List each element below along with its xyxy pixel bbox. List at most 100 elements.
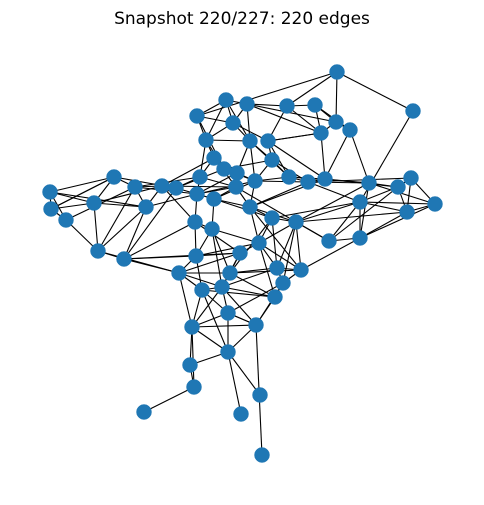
- graph-edge: [201, 289, 229, 353]
- graph-node: [206, 191, 222, 207]
- graph-edge: [249, 206, 302, 271]
- graph-edge: [191, 324, 257, 328]
- graph-node: [228, 179, 244, 195]
- graph-edge: [359, 211, 408, 239]
- graph-node: [254, 447, 270, 463]
- graph-edge: [211, 228, 223, 288]
- graph-node: [328, 114, 344, 130]
- graph-node: [184, 319, 200, 335]
- graph-node: [321, 233, 337, 249]
- graph-node: [390, 179, 406, 195]
- graph-node: [279, 98, 295, 114]
- graph-edge: [143, 386, 195, 413]
- graph-edge: [191, 326, 195, 388]
- graph-edge: [97, 186, 136, 252]
- graph-edge: [235, 186, 297, 223]
- graph-node: [198, 132, 214, 148]
- graph-nodes: [42, 64, 443, 463]
- graph-node: [187, 214, 203, 230]
- graph-node: [251, 235, 267, 251]
- graph-edge: [97, 206, 147, 252]
- graph-node: [86, 195, 102, 211]
- graph-edge: [50, 176, 115, 210]
- graph-node: [242, 199, 258, 215]
- graph-edge: [145, 193, 198, 208]
- graph-node: [42, 184, 58, 200]
- graph-edge: [229, 272, 276, 298]
- graph-edge: [255, 282, 284, 326]
- graph-node: [267, 289, 283, 305]
- graph-edge: [221, 286, 257, 326]
- graph-edge: [211, 228, 260, 244]
- graph-title: Snapshot 220/227: 220 edges: [114, 9, 370, 29]
- graph-node: [361, 175, 377, 191]
- graph-node: [275, 275, 291, 291]
- graph-edge: [49, 176, 115, 193]
- graph-edge: [295, 201, 361, 223]
- graph-node: [233, 406, 249, 422]
- graph-node: [293, 262, 309, 278]
- graph-edge: [246, 103, 322, 134]
- graph-edge: [295, 182, 370, 223]
- graph-node: [313, 125, 329, 141]
- graph-node: [127, 179, 143, 195]
- graph-edge: [93, 202, 147, 208]
- graph-node: [220, 344, 236, 360]
- graph-edge: [349, 129, 370, 184]
- graph-node: [317, 171, 333, 187]
- graph-node: [307, 97, 323, 113]
- graph-edge: [195, 242, 260, 257]
- graph-edge: [359, 201, 436, 205]
- graph-node: [225, 115, 241, 131]
- graph-edge: [359, 182, 370, 239]
- graph-node: [214, 279, 230, 295]
- graph-node: [136, 404, 152, 420]
- graph-node: [204, 221, 220, 237]
- graph-node: [154, 178, 170, 194]
- graph-node: [427, 196, 443, 212]
- graph-edge: [178, 272, 193, 328]
- graph-node: [288, 214, 304, 230]
- graph-edge: [328, 186, 399, 242]
- graph-edge: [194, 221, 241, 254]
- graph-edge: [161, 185, 196, 223]
- graph-edge: [178, 252, 241, 274]
- graph-edge: [97, 250, 180, 274]
- graph-edge: [295, 211, 408, 223]
- graph-edge: [227, 351, 261, 396]
- graph-node: [242, 133, 258, 149]
- graph-edge: [196, 180, 256, 195]
- graph-edge: [267, 132, 322, 142]
- graph-edge: [336, 71, 414, 112]
- graph-node: [399, 204, 415, 220]
- graph-node: [329, 64, 345, 80]
- graph-node: [168, 180, 184, 196]
- graph-node: [247, 173, 263, 189]
- graph-node: [186, 379, 202, 395]
- graph-edge: [123, 252, 241, 260]
- graph-edge: [359, 203, 436, 239]
- graph-node: [220, 305, 236, 321]
- graph-edge: [229, 269, 302, 274]
- graph-node: [229, 165, 245, 181]
- graph-node: [192, 169, 208, 185]
- graph-node: [222, 265, 238, 281]
- graph-node: [405, 103, 421, 119]
- graph-edge: [307, 181, 361, 203]
- graph-node: [58, 212, 74, 228]
- graph-node: [352, 230, 368, 246]
- graph-node: [300, 174, 316, 190]
- graph-edge: [282, 221, 297, 284]
- graph-node: [138, 199, 154, 215]
- graph-node: [189, 186, 205, 202]
- graph-edge: [229, 217, 273, 274]
- graph-node: [43, 201, 59, 217]
- graph-node: [403, 170, 419, 186]
- graph-edge: [254, 180, 309, 183]
- graph-node: [189, 108, 205, 124]
- graph-edge: [123, 187, 177, 260]
- graph-node: [171, 265, 187, 281]
- graph-edge: [276, 221, 297, 269]
- graph-edge: [227, 282, 284, 314]
